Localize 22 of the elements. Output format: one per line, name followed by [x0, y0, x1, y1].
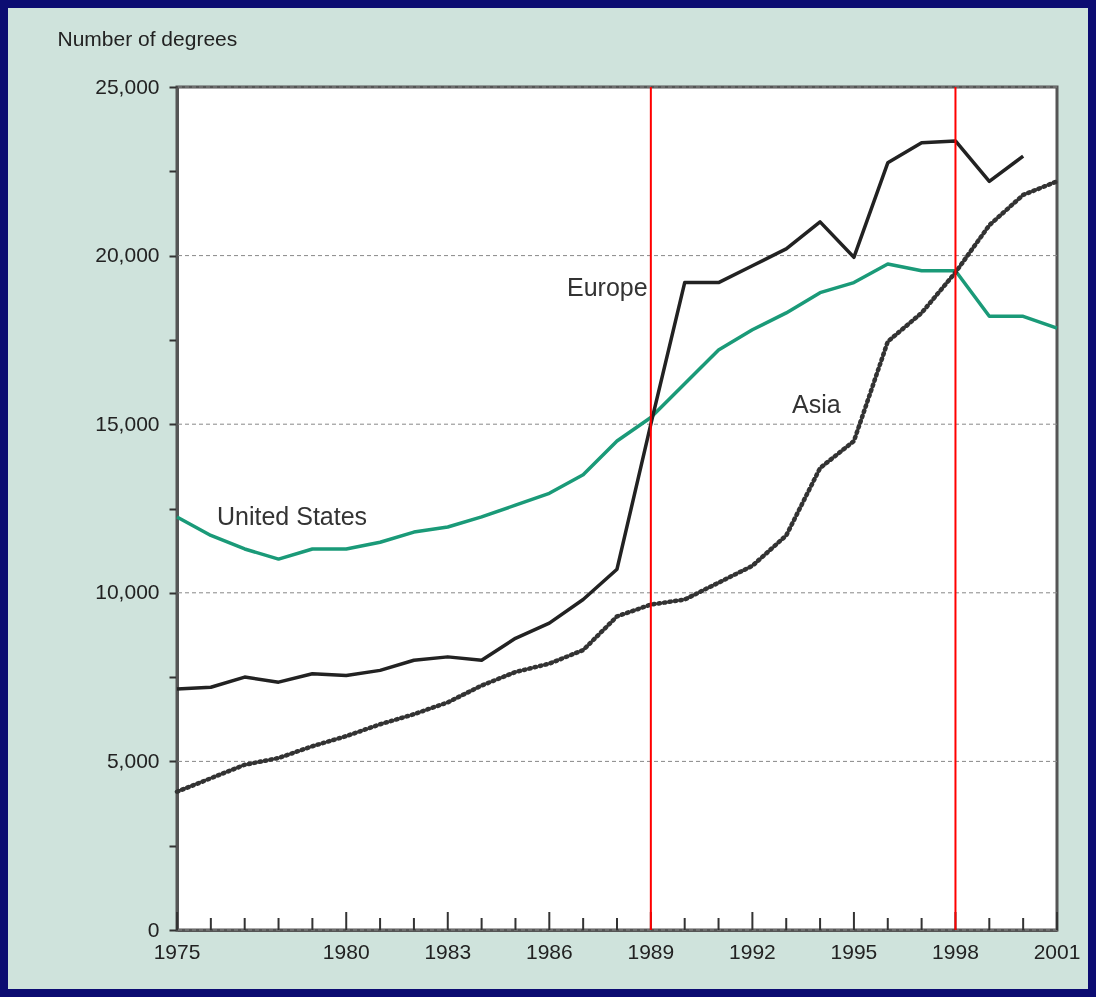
- x-tick-label: 1986: [525, 940, 573, 963]
- y-tick-label: 10,000: [95, 580, 160, 604]
- x-tick-label: 1980: [322, 940, 370, 963]
- x-tick-label: 1998: [932, 940, 979, 963]
- series-label: Asia: [792, 390, 841, 418]
- y-tick-label: 15,000: [95, 411, 160, 435]
- x-tick-label: 1989: [627, 940, 675, 963]
- series-label: United States: [217, 502, 368, 530]
- line-series: [174, 179, 1060, 794]
- y-axis-title: Number of degrees: [57, 26, 238, 50]
- x-tick-label: 1975: [153, 940, 201, 963]
- x-tick-label: 2001: [1033, 940, 1081, 963]
- line-series: [175, 139, 1025, 691]
- x-tick-label: 1992: [729, 940, 776, 963]
- line-series: [175, 262, 1059, 561]
- series-label: Europe: [567, 273, 648, 301]
- y-tick-label: 5,000: [106, 748, 160, 772]
- y-tick-label: 0: [147, 917, 160, 941]
- y-tick-label: 25,000: [95, 74, 160, 98]
- x-tick-label: 1983: [424, 940, 472, 963]
- y-tick-label: 20,000: [95, 243, 160, 267]
- x-tick-label: 1995: [830, 940, 878, 963]
